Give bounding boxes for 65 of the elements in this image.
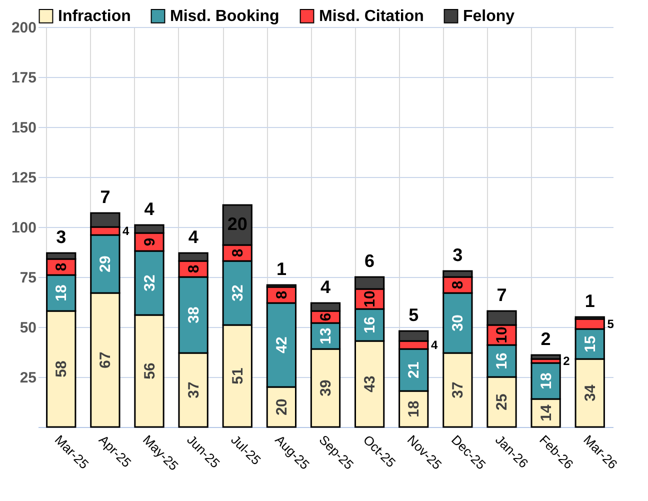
data-label: 51 [229,368,246,384]
data-label: 15 [582,336,599,352]
data-label: 5 [408,305,419,325]
data-label: 43 [362,376,379,392]
data-label: 37 [185,382,202,398]
data-label: 32 [229,284,246,302]
data-label: 58 [53,360,70,378]
data-label: 56 [141,362,158,380]
legend-label: Misd. Booking [170,8,280,26]
data-label: 1 [276,259,286,279]
data-label: 4 [144,199,154,219]
data-label: 1 [584,291,595,311]
y-tick-label: 75 [20,270,36,286]
y-tick-label: 125 [11,170,36,186]
y-tick-label: 200 [11,20,36,36]
data-label: 29 [97,256,114,272]
data-label: 16 [494,352,511,370]
data-label: 3 [452,245,463,265]
data-label: 38 [185,306,202,324]
data-label: 10 [362,290,379,308]
data-label: 13 [318,328,334,344]
data-label: 8 [229,248,246,258]
data-label: 8 [53,262,70,272]
data-label: 20 [227,214,248,234]
data-label: 2 [540,329,551,349]
y-tick-label: 175 [11,70,36,86]
data-label: 67 [97,352,114,368]
y-tick-label: 25 [20,370,36,386]
data-label: 20 [273,398,290,416]
data-label: 7 [496,285,507,305]
legend-label: Felony [463,8,515,26]
data-label: 2 [563,354,570,368]
data-label: 4 [320,277,331,297]
data-label: 6 [318,312,334,322]
legend-label: Misd. Citation [319,8,424,26]
data-label: 14 [538,404,555,422]
data-label: 21 [406,362,423,378]
data-label: 37 [450,382,467,398]
data-label: 16 [362,316,379,334]
bar [530,354,561,360]
y-tick-label: 50 [20,320,36,336]
data-label: 8 [450,280,467,290]
data-label: 39 [318,380,334,396]
data-label: 4 [430,338,438,352]
legend-label: Infraction [58,8,131,26]
data-label: 32 [141,274,158,292]
data-label: 4 [188,227,198,247]
data-label: 42 [273,336,290,354]
data-label: 18 [53,284,70,302]
data-label: 4 [122,224,130,238]
data-label: 5 [607,317,614,331]
data-label: 18 [538,372,555,390]
data-label: 8 [273,290,290,300]
data-label: 30 [450,314,467,332]
data-label: 9 [141,238,158,246]
data-label: 7 [100,187,110,207]
data-label: 6 [364,251,375,271]
data-label: 34 [582,384,599,402]
data-label: 10 [494,326,511,344]
data-label: 8 [185,264,202,274]
y-tick-label: 100 [11,220,36,236]
data-label: 3 [56,227,66,247]
data-label: 18 [406,400,423,418]
data-label: 25 [494,394,511,410]
y-tick-label: 150 [11,120,36,136]
